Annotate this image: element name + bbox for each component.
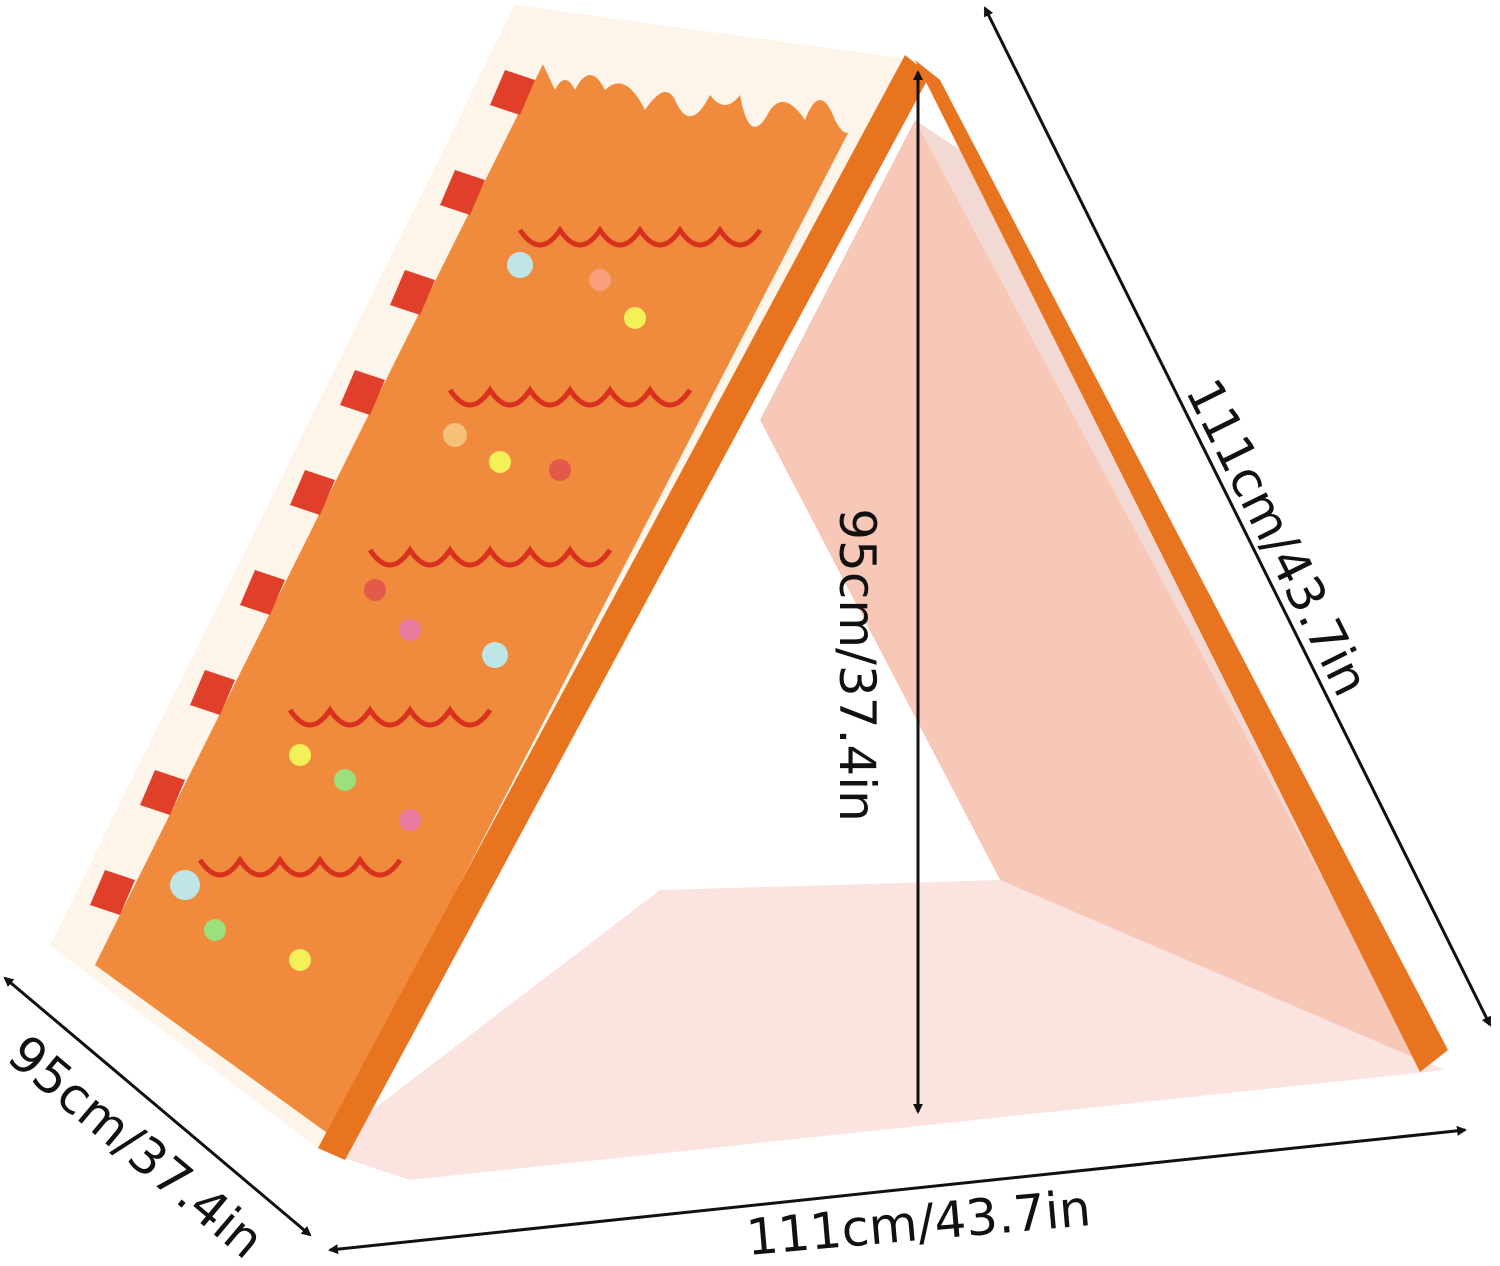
- width-arrow: [328, 1125, 1467, 1255]
- height-label: 95cm/37.4in: [828, 508, 886, 822]
- garland-decoration: [197, 225, 763, 878]
- garland-lights: [170, 252, 646, 971]
- tent: [50, 5, 1448, 1180]
- candy-stripes: [90, 70, 535, 915]
- side-length-arrow: [983, 6, 1492, 1027]
- width-label: 111cm/43.7in: [744, 1179, 1093, 1266]
- depth-arrow: [3, 976, 312, 1237]
- tent-left-panel: [95, 30, 860, 1135]
- tent-front-edge: [318, 55, 930, 1160]
- snow-top: [515, 5, 915, 133]
- dimension-lines: [3, 6, 1492, 1255]
